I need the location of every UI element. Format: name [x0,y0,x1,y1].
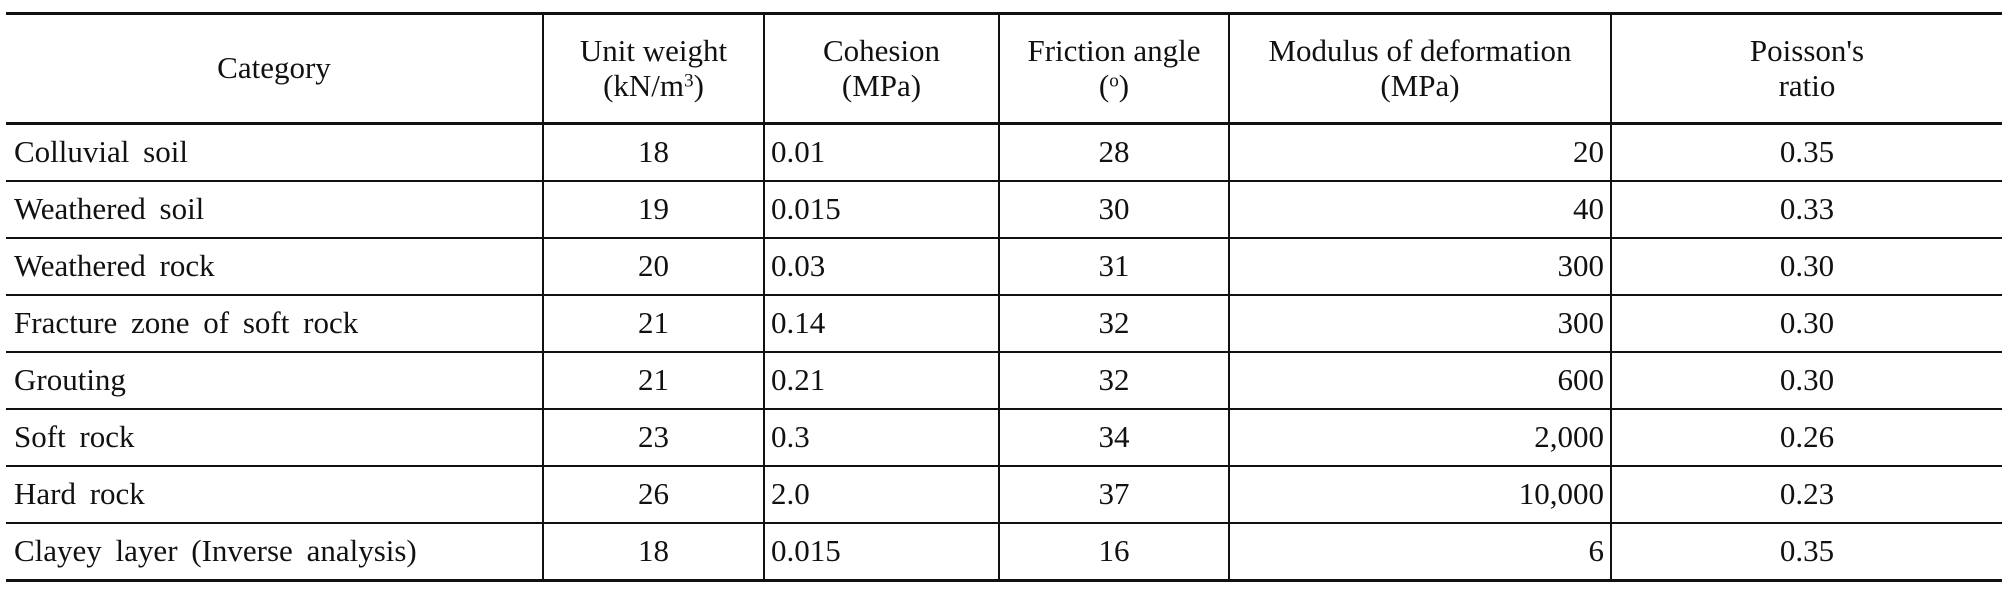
header-friction-angle-close: ) [1118,67,1130,103]
cell-poisson: 0.30 [1610,238,2002,296]
cell-category: Weathered soil [6,181,543,239]
cell-modulus: 20 [1228,123,1611,182]
header-unit-weight-close: ) [693,67,704,103]
header-modulus-line1: Modulus of deformation [1268,32,1572,68]
cell-cohesion: 0.3 [763,409,999,467]
cell-unit-weight: 19 [542,181,764,239]
header-cohesion-line2: (MPa) [841,67,922,103]
header-friction-angle-line1: Friction angle [1027,32,1201,68]
header-unit-weight-unit: (kN/m [603,67,684,103]
header-friction-angle-line2: (o) [1006,67,1222,104]
table-body: Colluvial soil 18 0.01 28 20 0.35 Weathe… [6,123,2002,582]
cell-poisson: 0.35 [1610,123,2002,182]
cell-unit-weight: 18 [542,523,764,582]
header-cohesion: Cohesion (MPa) [763,12,999,125]
header-unit-weight: Unit weight (kN/m3) [542,12,764,125]
header-poisson: Poisson's ratio [1610,12,2002,125]
cell-modulus: 10,000 [1228,466,1611,524]
header-friction-angle-degree: o [1109,69,1119,91]
table-row: Weathered soil 19 0.015 30 40 0.33 [6,181,2002,239]
cell-unit-weight: 23 [542,409,764,467]
cell-poisson: 0.30 [1610,352,2002,410]
cell-modulus: 600 [1228,352,1611,410]
cell-poisson: 0.30 [1610,295,2002,353]
cell-cohesion: 0.01 [763,123,999,182]
header-unit-weight-line1: Unit weight [579,32,728,68]
cell-friction-angle: 34 [998,409,1229,467]
cell-unit-weight: 26 [542,466,764,524]
cell-modulus: 300 [1228,295,1611,353]
cell-category: Grouting [6,352,543,410]
cell-friction-angle: 28 [998,123,1229,182]
cell-category: Clayey layer (Inverse analysis) [6,523,543,582]
cell-friction-angle: 31 [998,238,1229,296]
cell-category: Hard rock [6,466,543,524]
header-poisson-line1: Poisson's [1749,32,1865,68]
header-friction-angle-open: ( [1098,67,1110,103]
cell-unit-weight: 20 [542,238,764,296]
header-row: Category Unit weight (kN/m3) Cohesion (M… [6,12,2002,125]
cell-category: Fracture zone of soft rock [6,295,543,353]
cell-category: Soft rock [6,409,543,467]
table-row: Colluvial soil 18 0.01 28 20 0.35 [6,123,2002,182]
header-modulus: Modulus of deformation (MPa) [1228,12,1611,125]
table-row: Weathered rock 20 0.03 31 300 0.30 [6,238,2002,296]
cell-modulus: 2,000 [1228,409,1611,467]
cell-modulus: 40 [1228,181,1611,239]
cell-poisson: 0.23 [1610,466,2002,524]
cell-cohesion: 0.21 [763,352,999,410]
cell-poisson: 0.35 [1610,523,2002,582]
header-friction-angle: Friction angle (o) [998,12,1229,125]
header-unit-weight-exponent: 3 [684,69,694,91]
cell-friction-angle: 32 [998,352,1229,410]
table-row: Grouting 21 0.21 32 600 0.30 [6,352,2002,410]
cell-friction-angle: 37 [998,466,1229,524]
cell-cohesion: 0.14 [763,295,999,353]
cell-unit-weight: 18 [542,123,764,182]
table-row: Fracture zone of soft rock 21 0.14 32 30… [6,295,2002,353]
header-category: Category [6,12,543,125]
cell-cohesion: 0.015 [763,523,999,582]
cell-cohesion: 0.03 [763,238,999,296]
cell-poisson: 0.26 [1610,409,2002,467]
cell-unit-weight: 21 [542,295,764,353]
cell-modulus: 6 [1228,523,1611,582]
header-unit-weight-line2: (kN/m3) [550,67,757,104]
cell-poisson: 0.33 [1610,181,2002,239]
cell-unit-weight: 21 [542,352,764,410]
table-row: Clayey layer (Inverse analysis) 18 0.015… [6,523,2002,582]
header-category-label: Category [217,50,331,86]
cell-friction-angle: 32 [998,295,1229,353]
cell-category: Weathered rock [6,238,543,296]
table-row: Hard rock 26 2.0 37 10,000 0.23 [6,466,2002,524]
cell-modulus: 300 [1228,238,1611,296]
cell-friction-angle: 30 [998,181,1229,239]
header-cohesion-line1: Cohesion [822,32,941,68]
cell-category: Colluvial soil [6,123,543,182]
cell-cohesion: 2.0 [763,466,999,524]
header-modulus-line2: (MPa) [1380,67,1460,103]
material-properties-table: Category Unit weight (kN/m3) Cohesion (M… [6,12,2002,582]
cell-friction-angle: 16 [998,523,1229,582]
table-row: Soft rock 23 0.3 34 2,000 0.26 [6,409,2002,467]
cell-cohesion: 0.015 [763,181,999,239]
table-header: Category Unit weight (kN/m3) Cohesion (M… [6,12,2002,125]
header-poisson-line2: ratio [1778,67,1836,103]
